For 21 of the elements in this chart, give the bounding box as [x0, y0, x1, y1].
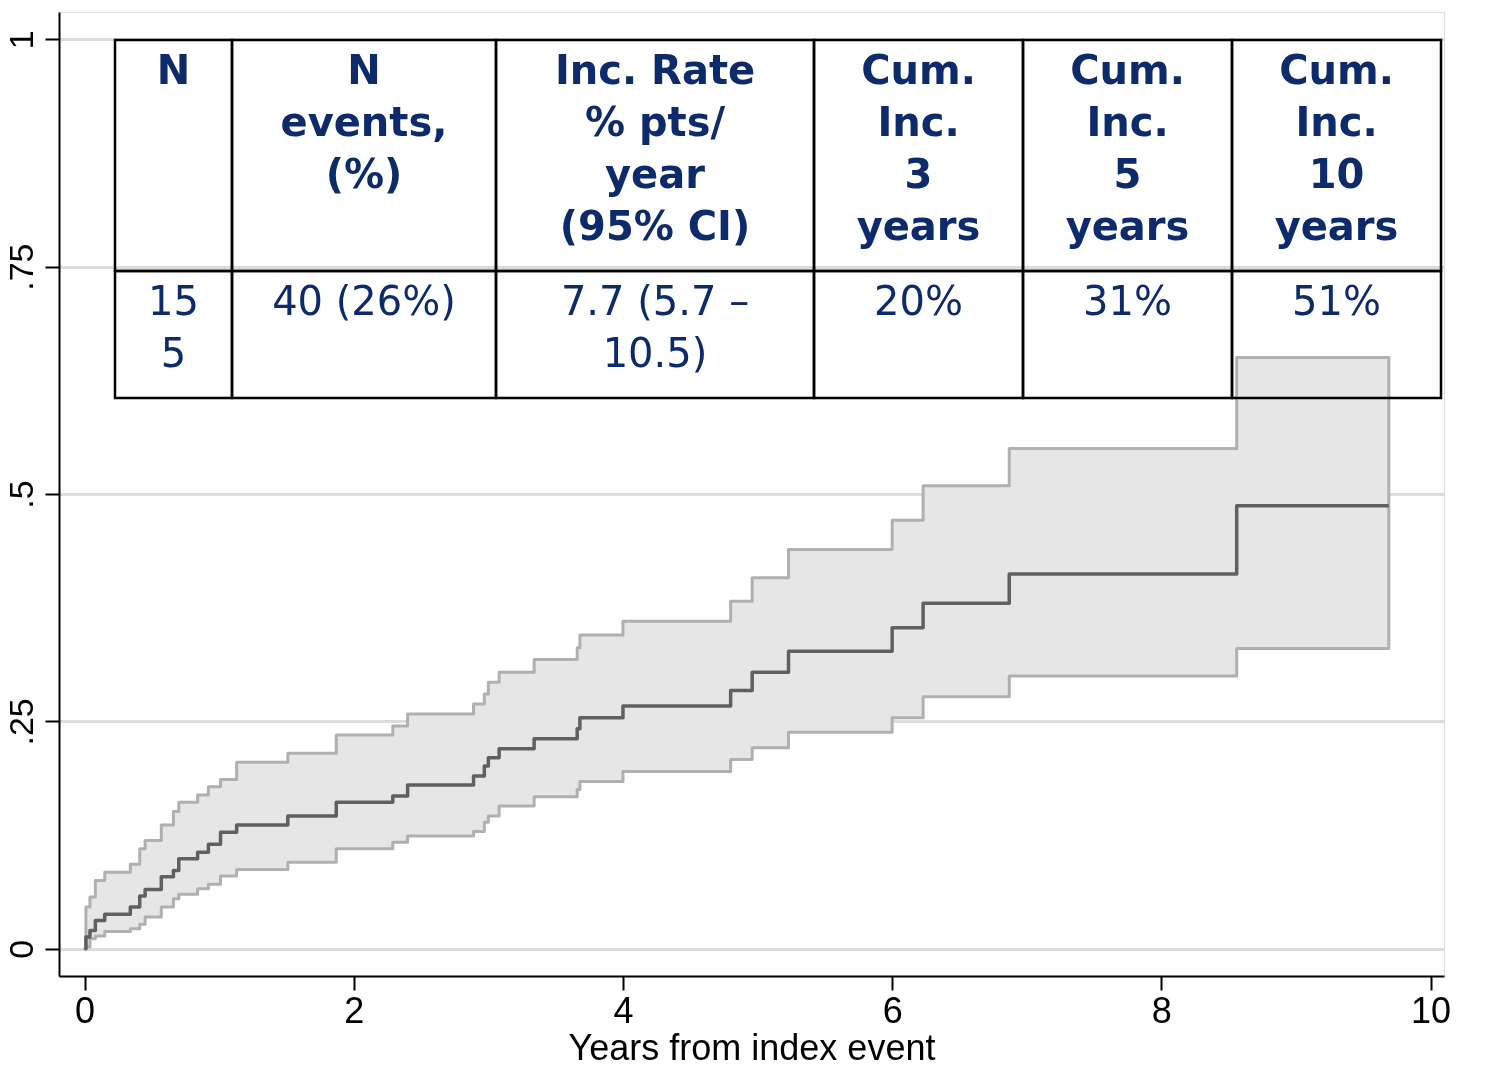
annotation: Cum. Inc. 10 years — [1274, 47, 1399, 249]
annotation: Cum. Inc. 3 years — [856, 47, 981, 249]
y-tick-label: 0 — [1, 939, 40, 959]
annotation: Inc. Rate % pts/ year (95% CI) — [554, 47, 756, 249]
annotation: N — [156, 47, 191, 93]
y-tick-label: .75 — [1, 243, 40, 291]
y-tick-label: .5 — [1, 480, 40, 509]
annotation: N events, (%) — [280, 47, 448, 197]
y-tick-label: .25 — [1, 698, 40, 746]
annotation: 7.7 (5.7 – 10.5) — [560, 278, 750, 376]
annotation: 15 5 — [148, 278, 199, 376]
annotation: 31% — [1083, 278, 1172, 324]
x-tick-label: 8 — [1151, 989, 1172, 1031]
annotation: 51% — [1292, 278, 1381, 324]
x-tick-label: 2 — [344, 989, 365, 1031]
y-tick-label: 1 — [1, 30, 40, 50]
annotation: 20% — [874, 278, 963, 324]
x-tick-label: 0 — [75, 989, 96, 1031]
annotation: Cum. Inc. 5 years — [1065, 47, 1190, 249]
x-tick-label: 10 — [1411, 989, 1452, 1031]
annotation: 40 (26%) — [272, 278, 456, 324]
